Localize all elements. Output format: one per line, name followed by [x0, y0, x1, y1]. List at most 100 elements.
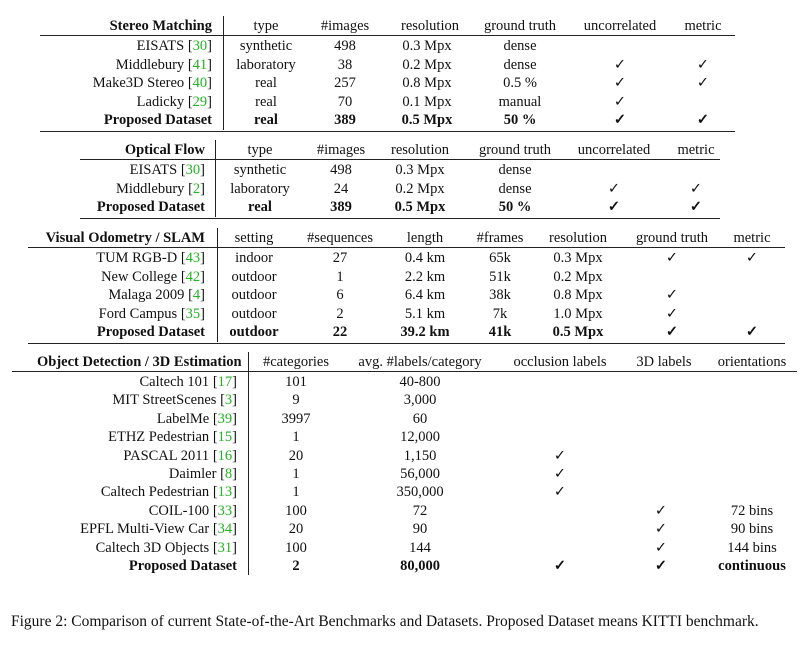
- vo-setting: outdoor: [231, 268, 277, 285]
- dataset-label: Daimler: [168, 466, 217, 482]
- flow-header-2: #images: [316, 142, 366, 158]
- od-orientations: continuous: [718, 558, 786, 574]
- stereo-gt: 0.5 %: [503, 75, 537, 92]
- dataset-label: Caltech Pedestrian: [100, 484, 210, 501]
- dataset-label: PASCAL 2011: [123, 447, 210, 464]
- flow-header-0: Optical Flow: [124, 142, 205, 158]
- od-labels3d: ✓: [654, 521, 668, 538]
- vo-sequences: 1: [336, 268, 344, 285]
- od-occlusion: ✓: [553, 484, 567, 501]
- vo-sequences: 22: [332, 324, 348, 341]
- citation-ref: 16: [217, 447, 233, 464]
- od-labels3d: ✓: [654, 558, 668, 574]
- stereo-uncorrelated: ✓: [613, 112, 627, 129]
- od-vertical-rule: [248, 352, 249, 576]
- citation-ref: 31: [217, 539, 233, 556]
- vo-header-3: length: [406, 230, 444, 246]
- od-labels3d: ✓: [654, 502, 668, 519]
- vo-length: 39.2 km: [400, 324, 450, 341]
- od-categories: 1: [292, 429, 300, 446]
- vo-sequences: 6: [336, 287, 344, 304]
- stereo-uncorrelated: ✓: [613, 93, 627, 110]
- citation-ref: 15: [217, 429, 233, 446]
- stereo-uncorrelated: ✓: [613, 56, 627, 73]
- od-labels: 3,000: [403, 392, 437, 409]
- dataset-name: Caltech 101 [17]: [139, 374, 237, 390]
- dataset-name: Make3D Stereo [40]: [92, 75, 212, 92]
- stereo-type: synthetic: [239, 38, 293, 54]
- od-occlusion: ✓: [553, 558, 567, 574]
- od-header-3: occlusion labels: [513, 354, 607, 370]
- od-row: Caltech 101 [17] 101 40-800: [0, 373, 800, 391]
- od-labels: 90: [412, 521, 428, 538]
- stereo-resolution: 0.2 Mpx: [402, 56, 452, 73]
- stereo-type: real: [254, 112, 278, 129]
- od-header-5: orientations: [717, 354, 787, 370]
- flow-bottom-rule: [80, 218, 720, 219]
- vo-row: Proposed Dataset outdoor 22 39.2 km 41k 0.5 M…: [0, 323, 800, 341]
- flow-gt: dense: [498, 180, 532, 197]
- vo-header-6: ground truth: [635, 230, 709, 246]
- stereo-vertical-rule: [223, 16, 224, 130]
- od-labels: 1,150: [403, 447, 437, 464]
- vo-frames: 38k: [489, 287, 511, 304]
- flow-row: Middlebury [2] laboratory 24 0.2 Mpx dense ✓ ✓: [0, 180, 800, 198]
- flow-resolution: 0.2 Mpx: [395, 180, 445, 197]
- dataset-label: COIL-100: [148, 502, 210, 519]
- vo-setting: outdoor: [231, 287, 277, 304]
- od-header-row: Object Detection / 3D Estimation #categor…: [0, 353, 800, 371]
- vo-row: TUM RGB-D [43] indoor 27 0.4 km 65k 0.3 Mpx ✓ ✓: [0, 249, 800, 267]
- stereo-type: real: [255, 75, 277, 92]
- dataset-name: Ford Campus [35]: [98, 305, 205, 322]
- dataset-name: Proposed Dataset: [0, 323, 205, 341]
- vo-metric: ✓: [745, 250, 759, 266]
- od-row: EPFL Multi-View Car [34] 20 90 ✓ 90 bins: [0, 520, 800, 538]
- od-orientations: 144 bins: [727, 539, 777, 556]
- vo-bottom-rule: [28, 343, 785, 344]
- dataset-name: Caltech 3D Objects [31]: [95, 539, 237, 556]
- stereo-images: 389: [334, 112, 356, 129]
- vo-header-row: Visual Odometry / SLAM setting #sequences l…: [0, 229, 800, 247]
- citation-ref: 35: [185, 305, 201, 322]
- dataset-label: LabelMe: [156, 410, 210, 427]
- od-orientations: 72 bins: [730, 502, 774, 519]
- dataset-name: COIL-100 [33]: [148, 502, 237, 519]
- dataset-label: MIT StreetScenes: [112, 392, 217, 409]
- dataset-label: Caltech 3D Objects: [95, 539, 210, 556]
- stereo-type: laboratory: [236, 56, 296, 73]
- stereo-row: Make3D Stereo [40] real 257 0.8 Mpx 0.5 % ✓ ✓: [0, 74, 800, 92]
- dataset-name: MIT StreetScenes [3]: [112, 392, 237, 409]
- flow-metric: ✓: [689, 199, 703, 216]
- od-categories: 1: [292, 484, 300, 501]
- stereo-row: EISATS [30] synthetic 498 0.3 Mpx dense: [0, 37, 800, 55]
- citation-ref: 30: [192, 38, 208, 54]
- vo-setting: outdoor: [231, 305, 277, 322]
- dataset-name: Middlebury [41]: [115, 56, 212, 73]
- stereo-uncorrelated: ✓: [613, 75, 627, 92]
- stereo-metric: ✓: [696, 56, 710, 73]
- flow-uncorrelated: ✓: [607, 180, 621, 197]
- flow-images: 389: [330, 199, 352, 216]
- flow-row: Proposed Dataset real 389 0.5 Mpx 50 % ✓ ✓: [0, 198, 800, 216]
- od-occlusion: ✓: [553, 447, 567, 464]
- vo-setting: indoor: [235, 250, 273, 266]
- dataset-label: Proposed Dataset: [96, 324, 205, 341]
- stereo-metric: ✓: [696, 112, 710, 129]
- flow-gt: dense: [498, 162, 532, 178]
- od-labels: 12,000: [400, 429, 440, 446]
- stereo-images: 257: [334, 75, 356, 92]
- od-categories: 3997: [281, 410, 311, 427]
- od-labels: 350,000: [396, 484, 444, 501]
- flow-resolution: 0.3 Mpx: [395, 162, 445, 178]
- od-labels: 60: [412, 410, 428, 427]
- od-header-4: 3D labels: [636, 354, 692, 370]
- dataset-label: Malaga 2009: [108, 287, 185, 304]
- stereo-header-6: metric: [684, 18, 722, 34]
- citation-ref: 29: [192, 93, 208, 110]
- vo-length: 6.4 km: [404, 287, 446, 304]
- vo-resolution: 1.0 Mpx: [553, 305, 603, 322]
- vo-vertical-rule: [217, 228, 218, 342]
- citation-ref: 39: [217, 410, 233, 427]
- od-categories: 2: [292, 558, 300, 574]
- stereo-gt: 50 %: [503, 112, 537, 129]
